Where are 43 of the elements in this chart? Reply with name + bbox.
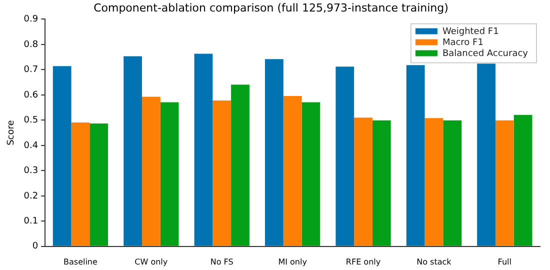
y-tick-label: 0.1 xyxy=(24,216,38,226)
y-tick-label: 0.7 xyxy=(24,65,38,76)
bar xyxy=(52,66,72,246)
y-tick-label: 0.6 xyxy=(24,90,38,100)
chart-title: Component-ablation comparison (full 125,973-instance training) xyxy=(94,1,448,14)
bar xyxy=(354,118,372,246)
legend-label: Weighted F1 xyxy=(442,27,499,38)
x-tick-label: No FS xyxy=(210,257,234,266)
y-tick-label: 0.9 xyxy=(24,14,38,25)
bar xyxy=(424,118,444,246)
x-tick-label: No stack xyxy=(416,257,452,266)
bar xyxy=(372,120,391,246)
bar xyxy=(336,66,354,246)
bar xyxy=(142,96,160,246)
bar xyxy=(264,59,284,246)
bar xyxy=(160,102,179,246)
y-tick-label: 0.4 xyxy=(24,140,38,151)
legend-label: Macro F1 xyxy=(442,38,484,48)
y-axis-title: Score xyxy=(6,120,17,146)
x-tick-label: Baseline xyxy=(64,257,98,266)
y-tick-label: 0.8 xyxy=(24,40,38,50)
y-tick-label: 0 xyxy=(32,242,38,252)
bar xyxy=(71,122,90,246)
y-tick-label: 0.2 xyxy=(24,191,38,202)
bar xyxy=(212,100,232,246)
y-tick-label: 0.3 xyxy=(24,166,38,176)
bar xyxy=(495,120,514,246)
bar xyxy=(231,84,250,246)
bar xyxy=(302,102,320,246)
bar xyxy=(283,96,302,246)
y-tick-label: 0.5 xyxy=(24,116,38,126)
bar xyxy=(406,65,425,246)
bar xyxy=(194,54,213,246)
bar xyxy=(514,114,532,246)
x-tick-label: RFE only xyxy=(346,257,381,266)
bar xyxy=(124,56,142,246)
x-tick-label: MI only xyxy=(278,257,308,266)
x-tick-label: Full xyxy=(498,257,512,266)
bar xyxy=(477,64,496,246)
bar xyxy=(90,123,108,246)
bar xyxy=(443,120,462,246)
x-tick-label: CW only xyxy=(134,257,168,266)
legend-label: Balanced Accuracy xyxy=(442,49,529,60)
